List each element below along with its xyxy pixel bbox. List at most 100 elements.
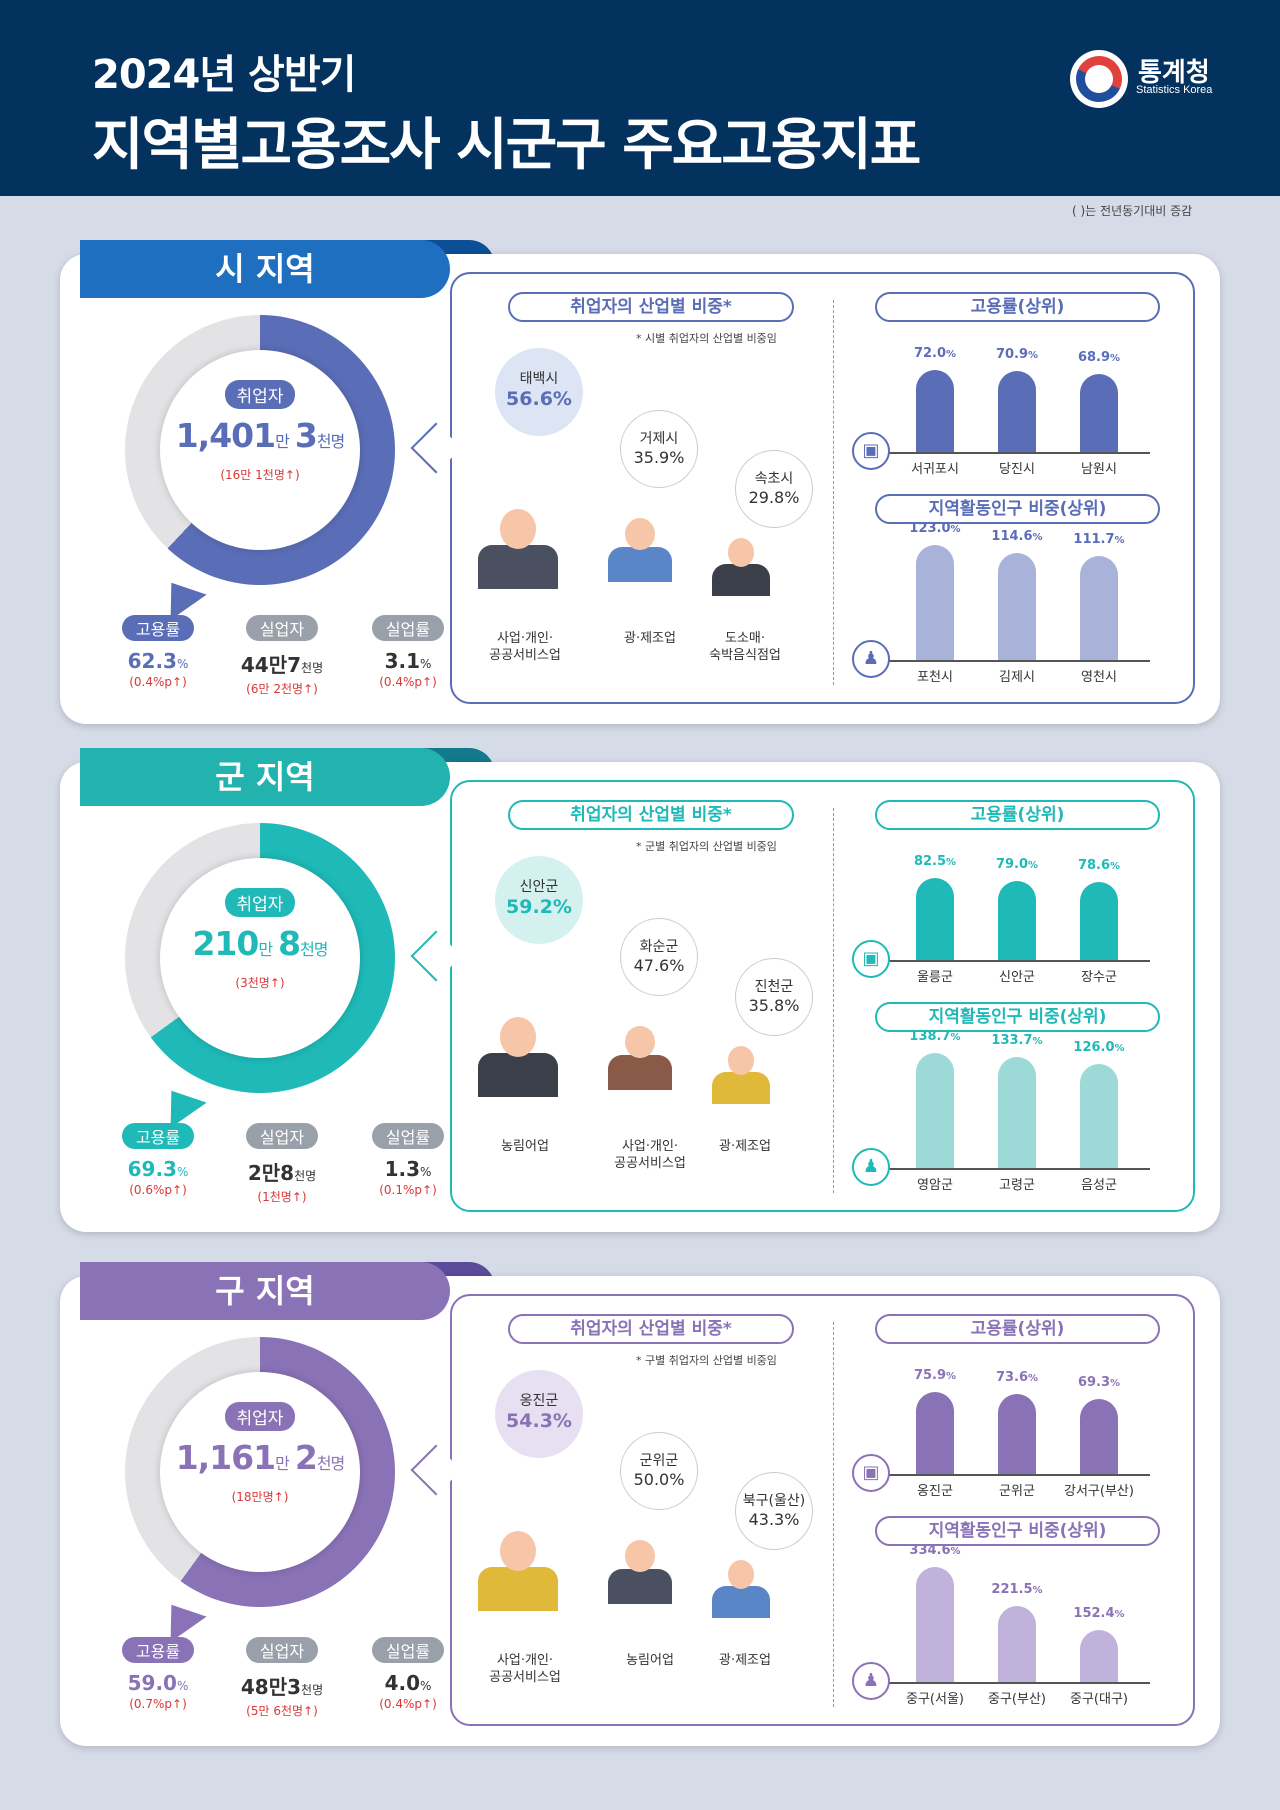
up-arrow-icon: ↑) xyxy=(303,1704,318,1718)
industry-note: * 군별 취업자의 산업별 비중임 xyxy=(636,840,777,853)
region-name: 거제시 xyxy=(639,431,679,447)
worker-body xyxy=(712,1586,770,1618)
bar-value: 138.7% xyxy=(900,1029,970,1044)
bar-unit: % xyxy=(1114,1042,1125,1054)
up-arrow-icon: ↑) xyxy=(269,976,285,990)
region-name: 진천군 xyxy=(754,979,794,995)
bar xyxy=(998,371,1036,452)
stat-unit: % xyxy=(176,1165,189,1179)
worker-illustration xyxy=(712,1043,770,1104)
bar-number: 79.0 xyxy=(995,857,1029,873)
statistics-korea-logo: 통계청 Statistics Korea xyxy=(1070,50,1240,110)
stat-employment-rate: 고용률 69.3% (0.6%p↑) xyxy=(98,1123,218,1197)
bar-value: 70.9% xyxy=(982,347,1052,362)
worker-face xyxy=(727,1559,755,1589)
employed-value-main: 210 xyxy=(192,924,259,963)
stat-number: 3.1 xyxy=(384,649,421,673)
region-bubble: 거제시 35.9% xyxy=(620,410,698,488)
bar-number: 152.4 xyxy=(1073,1605,1115,1621)
bar-category: 중구(부산) xyxy=(988,1692,1046,1707)
bar-unit: % xyxy=(1110,1378,1121,1390)
bar-unit: % xyxy=(1110,352,1121,364)
stat-change: (0.4%p↑) xyxy=(348,675,468,689)
bar-category: 고령군 xyxy=(999,1178,1035,1193)
stat-change-text: (0.6%p xyxy=(129,1183,173,1197)
industry-note: * 구별 취업자의 산업별 비중임 xyxy=(636,1354,777,1367)
bar-unit: % xyxy=(950,1546,961,1557)
logo-name: 통계청 xyxy=(1138,58,1210,88)
stat-unemployed: 실업자 48만3천명 (5만 6천명↑) xyxy=(222,1637,342,1719)
bar-value: 334.6% xyxy=(900,1543,970,1558)
stat-number: 69.3 xyxy=(127,1157,177,1181)
employment-rate-title: 고용률(상위) xyxy=(875,292,1160,322)
stat-change: (0.6%p↑) xyxy=(98,1183,218,1197)
stat-change-text: (5만 6천명 xyxy=(246,1704,304,1718)
stat-change: (5만 6천명↑) xyxy=(222,1702,342,1719)
activity-population-title: 지역활동인구 비중(상위) xyxy=(875,1002,1160,1032)
bar-number: 70.9 xyxy=(995,347,1029,363)
bar xyxy=(916,1053,954,1168)
bar-value: 75.9% xyxy=(900,1368,970,1383)
up-arrow-icon: ↑) xyxy=(422,1183,437,1197)
up-arrow-icon: ↑) xyxy=(172,675,187,689)
chart-baseline xyxy=(885,1474,1150,1476)
chart-baseline xyxy=(885,1168,1150,1170)
bar-unit: % xyxy=(950,524,961,535)
id-card-icon: ▣ xyxy=(852,1454,890,1492)
employed-unit-2: 천명 xyxy=(300,940,328,959)
up-arrow-icon: ↑) xyxy=(284,468,300,482)
bar xyxy=(1080,555,1118,660)
bar-value: 133.7% xyxy=(982,1033,1052,1048)
bar-category: 옹진군 xyxy=(917,1484,953,1499)
industry-label: 농림어업 xyxy=(501,1139,549,1154)
stat-unit: 천명 xyxy=(301,661,324,675)
bar-unit: % xyxy=(950,1032,961,1043)
stat-change: (0.7%p↑) xyxy=(98,1697,218,1711)
industry-title: 취업자의 산업별 비중* xyxy=(508,292,794,322)
employed-value-sub: 2 xyxy=(294,1438,318,1477)
stat-unit: 천명 xyxy=(301,1683,324,1697)
stat-label: 실업자 xyxy=(245,1123,319,1149)
section-divider xyxy=(833,1322,834,1707)
bar-category: 포천시 xyxy=(917,670,953,685)
industry-label: 광·제조업 xyxy=(719,1139,771,1154)
worker-body xyxy=(608,1569,672,1605)
stat-value: 2만8천명 xyxy=(222,1157,342,1186)
stat-unit: % xyxy=(176,1679,189,1693)
id-card-icon: ▣ xyxy=(852,432,890,470)
bar xyxy=(1080,881,1118,960)
bar xyxy=(1080,373,1118,452)
donut-center: 취업자 1,161만 2천명 (18만명↑) xyxy=(160,1372,360,1572)
bar xyxy=(998,1057,1036,1168)
employed-change-text: (16만 1천명 xyxy=(220,468,285,482)
section-gun: 군 지역 취업자 210만 8천명 (3천명↑) 고용률 69.3% (0.6%p↑) 실업자 2… xyxy=(0,748,1280,1248)
bar-value: 111.7% xyxy=(1064,532,1134,547)
stat-unemployed: 실업자 2만8천명 (1천명↑) xyxy=(222,1123,342,1205)
up-arrow-icon: ↑) xyxy=(291,1190,307,1204)
stat-change-text: (0.4%p xyxy=(379,675,423,689)
bar-category: 군위군 xyxy=(999,1484,1035,1499)
worker-face xyxy=(625,1540,655,1573)
bar-number: 334.6 xyxy=(909,1543,951,1558)
up-arrow-icon: ↑) xyxy=(172,1697,187,1711)
bar-value: 79.0% xyxy=(982,857,1052,872)
donut-center: 취업자 1,401만 3천명 (16만 1천명↑) xyxy=(160,350,360,550)
chart-baseline xyxy=(885,1682,1150,1684)
industry-title: 취업자의 산업별 비중* xyxy=(508,1314,794,1344)
bar-value: 152.4% xyxy=(1064,1606,1134,1621)
bar-category: 신안군 xyxy=(999,970,1035,985)
bar-number: 133.7 xyxy=(991,1033,1033,1049)
info-box xyxy=(450,780,1195,1212)
employed-unit-2: 천명 xyxy=(316,432,345,451)
employed-label-wrap: 취업자 xyxy=(160,1402,360,1431)
region-pct: 54.3% xyxy=(506,1410,572,1432)
worker-face xyxy=(499,1017,537,1057)
bar-number: 221.5 xyxy=(991,1581,1033,1597)
employed-label: 취업자 xyxy=(224,888,296,917)
employed-change: (3천명↑) xyxy=(160,974,360,991)
employed-donut: 취업자 1,401만 3천명 (16만 1천명↑) xyxy=(125,315,395,585)
bar-number: 73.6 xyxy=(995,1370,1029,1386)
bar xyxy=(916,878,954,960)
up-arrow-icon: ↑) xyxy=(273,1490,289,1504)
bar xyxy=(1080,1399,1118,1474)
